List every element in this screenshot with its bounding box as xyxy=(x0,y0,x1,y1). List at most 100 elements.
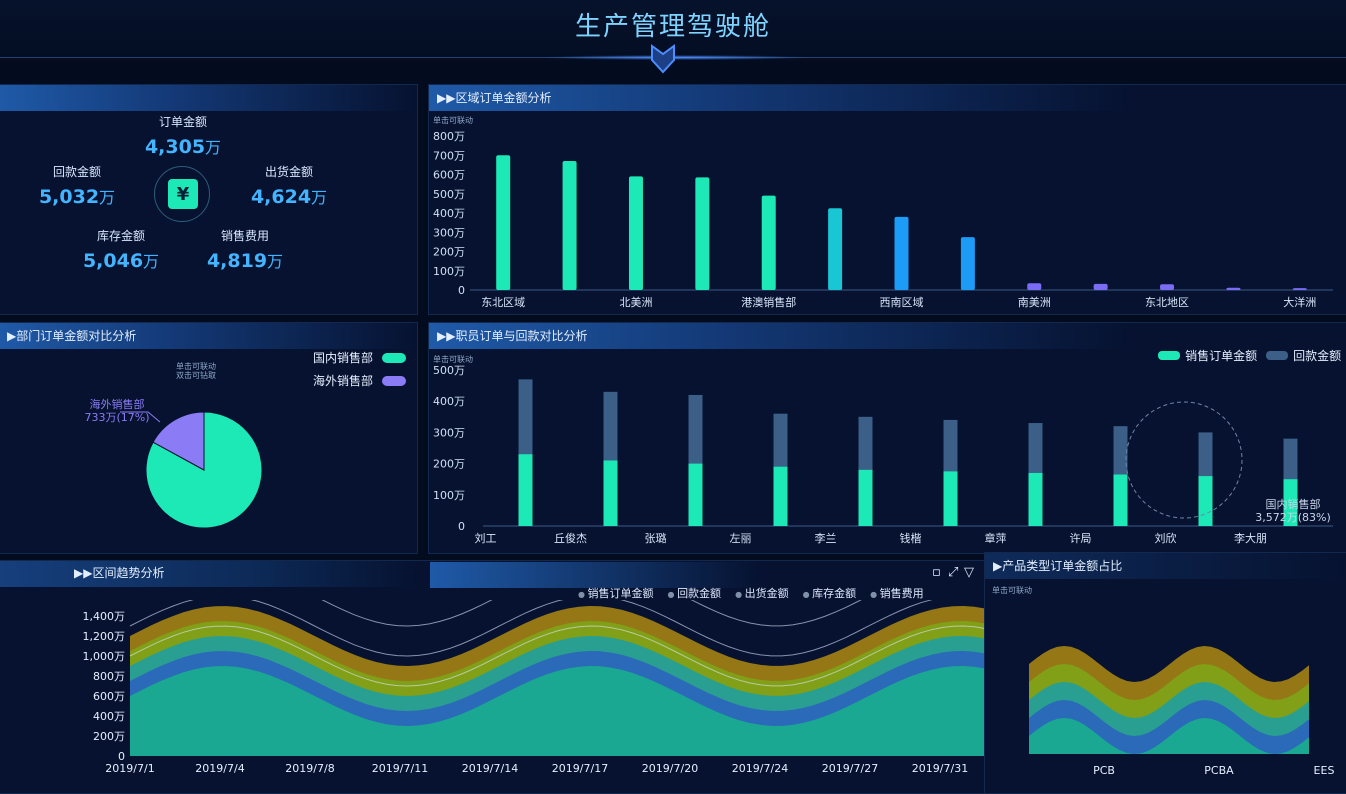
x-tick-label: 东北区域 xyxy=(481,296,525,309)
callout-value: 733万(17%) xyxy=(84,411,150,424)
x-tick-label: 2019/7/31 xyxy=(912,762,968,775)
trend-legend-item[interactable]: ● 销售费用 xyxy=(870,587,924,600)
kpi-unit: 万 xyxy=(143,252,160,271)
legend-label: 国内销售部 xyxy=(313,351,374,365)
y-tick-label: 1,000万 xyxy=(83,650,126,663)
y-tick-label: 100万 xyxy=(433,265,465,278)
y-tick-label: 1,200万 xyxy=(83,630,126,643)
y-tick-label: 400万 xyxy=(433,395,465,408)
x-tick-label: 2019/7/14 xyxy=(462,762,518,775)
kpi-value: 5,032 xyxy=(38,186,100,208)
y-tick-label: 500万 xyxy=(433,364,465,377)
x-tick-label: 2019/7/17 xyxy=(552,762,608,775)
region-bar xyxy=(695,177,710,290)
pie-slice xyxy=(152,411,205,471)
kpi-label: 库存金额 xyxy=(96,229,145,243)
dept-dblclick-hint: 双击可钻取 xyxy=(176,371,216,380)
y-tick-label: 0 xyxy=(118,750,125,763)
kpi-shipment[interactable]: 出货金额 4,624万 xyxy=(234,163,344,208)
product-chart[interactable]: PCB PCBA EES xyxy=(984,592,1346,792)
y-tick-label: 700万 xyxy=(433,149,465,162)
x-tick-label: EES xyxy=(1314,764,1335,777)
trend-panel-title: ▶▶区间趋势分析 xyxy=(74,566,165,580)
legend-label: 销售订单金额 xyxy=(587,587,654,600)
order-bar xyxy=(518,454,533,526)
kpi-order[interactable]: 订单金额 4,305万 xyxy=(128,113,238,158)
order-bar xyxy=(773,466,788,526)
region-bar xyxy=(628,176,643,290)
y-tick-label: 0 xyxy=(458,520,465,533)
kpi-sales-expense[interactable]: 销售费用 4,819万 xyxy=(190,227,300,272)
region-bar xyxy=(562,161,577,290)
legend-label: 销售费用 xyxy=(879,587,924,600)
callout-value: 3,572万(83%) xyxy=(1255,511,1331,524)
x-tick-label: 刘工 xyxy=(475,532,497,545)
legend-dot: ● xyxy=(578,590,588,599)
legend-overseas[interactable]: 海外销售部 xyxy=(313,370,407,389)
product-panel-title: ▶产品类型订单金额占比 xyxy=(985,553,1346,579)
dept-click-hint: 单击可联动 xyxy=(176,362,216,371)
trend-legend-item[interactable]: ● 销售订单金额 xyxy=(578,587,654,600)
kpi-inventory[interactable]: 库存金额 5,046万 xyxy=(66,227,176,272)
order-bar xyxy=(688,463,703,526)
pie-callout-domestic: 国内销售部 3,572万(83%) xyxy=(1240,498,1346,524)
kpi-label: 出货金额 xyxy=(264,165,313,179)
x-tick-label: PCB xyxy=(1093,764,1115,777)
x-tick-label: 港澳销售部 xyxy=(741,295,796,309)
legend-payment[interactable]: 回款金额 xyxy=(1266,345,1341,364)
y-tick-label: 400万 xyxy=(433,207,465,220)
region-bar xyxy=(894,216,909,290)
dept-pie-chart[interactable] xyxy=(0,380,416,550)
x-tick-label: 2019/7/20 xyxy=(642,762,698,775)
legend-sales-order[interactable]: 销售订单金额 xyxy=(1158,345,1257,364)
yen-wallet-icon: ¥ xyxy=(154,166,210,222)
region-bar xyxy=(1093,283,1108,290)
x-tick-label: 左丽 xyxy=(730,532,752,545)
x-tick-label: 大洋洲 xyxy=(1283,295,1316,309)
legend-dot: ● xyxy=(667,590,678,599)
pie-ghost-circle xyxy=(1125,401,1243,519)
region-panel-title: ▶▶区域订单金额分析 xyxy=(429,85,1129,111)
staff-panel-title: ▶▶职员订单与回款对比分析 xyxy=(429,323,1129,349)
trend-panel-header xyxy=(0,561,419,587)
expand-icon[interactable]: ⤢ xyxy=(948,565,959,580)
dept-pie-panel: ▶部门订单金额对比分析 xyxy=(0,322,418,554)
order-bar xyxy=(1198,476,1213,526)
x-tick-label: 许局 xyxy=(1070,532,1092,545)
x-tick-label: 2019/7/11 xyxy=(372,762,428,775)
filter-icon[interactable]: ▽ xyxy=(964,565,974,580)
y-tick-label: 200万 xyxy=(433,246,465,259)
legend-domestic[interactable]: 国内销售部 xyxy=(313,347,407,366)
kpi-label: 销售费用 xyxy=(220,229,269,243)
kpi-unit: 万 xyxy=(311,188,328,207)
order-bar xyxy=(943,471,958,526)
trend-area-chart[interactable]: 0 200万 400万 600万 800万 1,000万 1,200万 1,400万 2019/… xyxy=(0,600,990,792)
staff-click-hint: 单击可联动 xyxy=(433,355,473,364)
trend-line xyxy=(321,600,862,627)
kpi-payment[interactable]: 回款金额 5,032万 xyxy=(22,163,132,208)
region-bar xyxy=(496,155,511,290)
x-tick-label: 2019/7/4 xyxy=(195,762,244,775)
x-tick-label: 西南区域 xyxy=(880,296,924,309)
trend-legend-item[interactable]: ● 回款金额 xyxy=(668,587,722,600)
legend-label: 销售订单金额 xyxy=(1185,349,1258,363)
kpi-unit: 万 xyxy=(205,138,222,157)
region-bar xyxy=(828,208,843,290)
trend-legend-item[interactable]: ● 出货金额 xyxy=(735,587,789,600)
legend-dot: ● xyxy=(802,590,813,599)
y-tick-label: 400万 xyxy=(93,710,125,723)
trend-line xyxy=(129,600,933,657)
order-bar xyxy=(1283,479,1298,526)
x-tick-label: 南美洲 xyxy=(1018,296,1051,309)
save-image-icon[interactable]: ▫ xyxy=(932,565,941,580)
region-chart-panel: ▶▶区域订单金额分析 xyxy=(428,84,1346,315)
y-tick-label: 600万 xyxy=(93,690,125,703)
kpi-unit: 万 xyxy=(99,188,116,207)
order-bar xyxy=(1113,474,1128,526)
trend-legend-item[interactable]: ● 库存金额 xyxy=(803,587,857,600)
kpi-value: 4,624 xyxy=(250,186,312,208)
dept-hint: 单击可联动 双击可钻取 xyxy=(176,362,216,380)
order-bar xyxy=(1028,472,1043,526)
